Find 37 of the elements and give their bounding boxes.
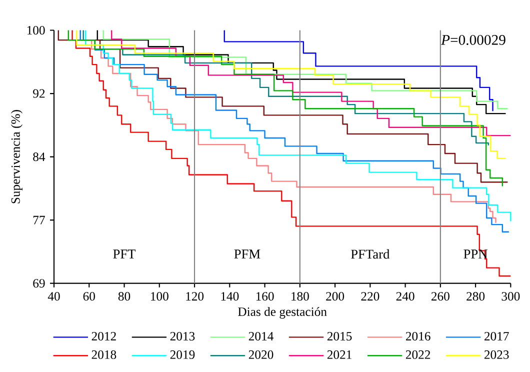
x-tick-label: 60 (83, 292, 95, 301)
x-tick-label: 200 (326, 292, 344, 301)
annotation: P=0.00029 (440, 34, 506, 45)
x-tick-label: 40 (48, 292, 60, 301)
annotation: PFM (234, 250, 260, 258)
x-tick-label: 240 (396, 292, 414, 301)
x-tick-label: 300 (502, 292, 520, 301)
x-tick-label: 220 (361, 292, 380, 301)
x-tick-label: 100 (151, 292, 168, 301)
y-tick-label: 100 (27, 26, 45, 35)
x-tick-label: 120 (186, 292, 204, 301)
y-tick-label: 92 (33, 89, 45, 98)
legend-label: 2016 (406, 332, 430, 341)
x-tick-label: 80 (118, 292, 130, 301)
legend-label: 2013 (170, 332, 195, 341)
legend-label: 2023 (484, 350, 509, 359)
y-tick-label: 69 (33, 279, 45, 288)
legend-label: 2015 (327, 332, 352, 341)
x-tick-label: 180 (292, 292, 309, 301)
annotation: PFT (113, 250, 136, 258)
x-axis-title: Dias de gestación (238, 307, 327, 319)
y-tick-label: 77 (33, 216, 45, 224)
legend-label: 2020 (248, 350, 274, 359)
y-tick-label: 84 (33, 152, 46, 162)
legend-label: 2022 (406, 350, 430, 359)
y-axis-title: Supervivencia (%) (10, 110, 22, 204)
legend-label: 2019 (170, 350, 195, 359)
x-tick-label: 280 (466, 292, 485, 301)
x-tick-label: 140 (221, 292, 239, 301)
x-tick-label: 160 (256, 292, 274, 301)
legend-label: 2014 (248, 332, 274, 341)
annotation: PFTard (351, 249, 390, 259)
legend-label: 2012 (92, 332, 116, 341)
legend-label: 2021 (327, 350, 352, 359)
legend-label: 2018 (92, 350, 116, 359)
legend-label: 2017 (484, 332, 509, 341)
x-tick-label: 260 (431, 292, 450, 301)
